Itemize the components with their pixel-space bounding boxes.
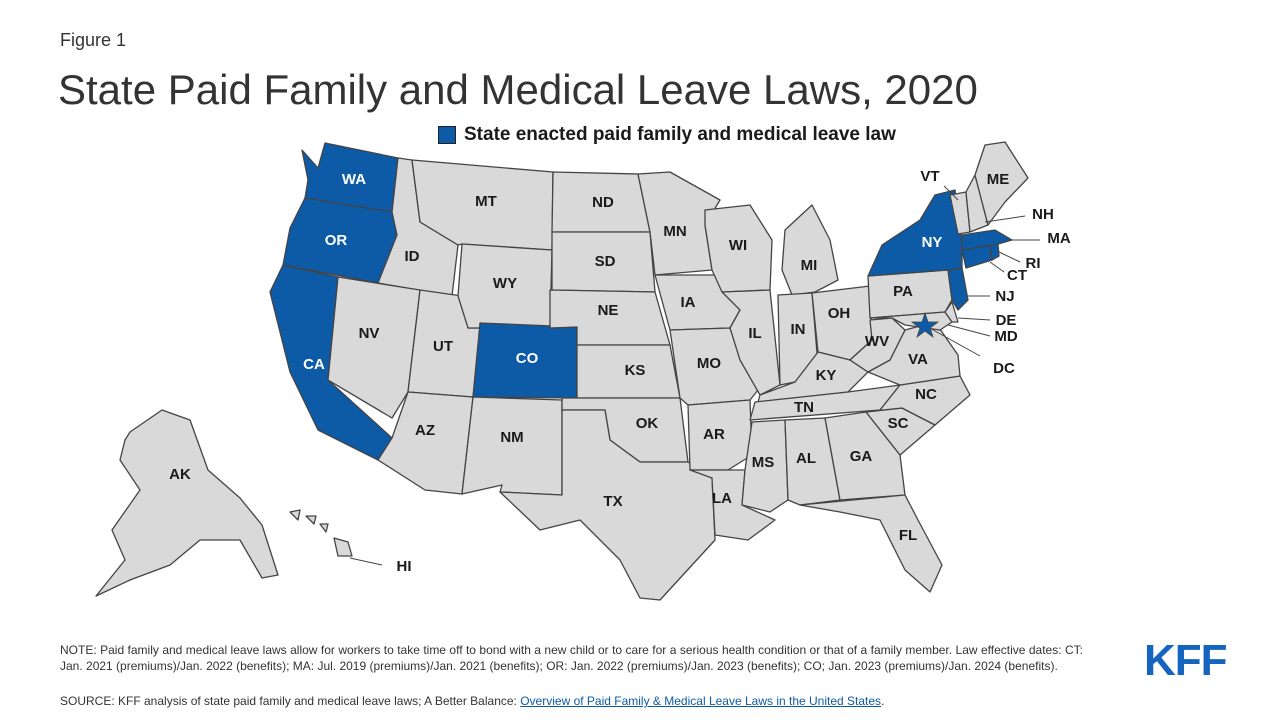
- label-tx: TX: [603, 493, 622, 510]
- label-nc: NC: [915, 386, 937, 403]
- label-fl: FL: [899, 527, 917, 544]
- label-ia: IA: [681, 294, 696, 311]
- label-ut: UT: [433, 338, 453, 355]
- label-dc: DC: [993, 360, 1015, 377]
- label-mo: MO: [697, 355, 721, 372]
- state-nm: [461, 396, 563, 496]
- state-me: [974, 141, 1029, 226]
- state-nv: [327, 276, 421, 419]
- label-wi: WI: [729, 237, 747, 254]
- label-id: ID: [405, 248, 420, 265]
- label-ms: MS: [752, 454, 775, 471]
- label-ca: CA: [303, 356, 325, 373]
- label-md: MD: [994, 328, 1017, 345]
- source-suffix: .: [881, 694, 885, 708]
- label-nj: NJ: [995, 288, 1014, 305]
- label-nh: NH: [1032, 206, 1054, 223]
- label-ri: RI: [1026, 255, 1041, 272]
- page-title: State Paid Family and Medical Leave Laws…: [58, 66, 978, 113]
- footnote: NOTE: Paid family and medical leave laws…: [60, 643, 1083, 673]
- state-labels: WA OR CA ID MT NV UT WY CO AZ NM ND SD N…: [169, 168, 1071, 575]
- state-il: [721, 289, 781, 396]
- label-nv: NV: [359, 325, 380, 342]
- leader-lines: [349, 185, 1040, 566]
- dc-star-icon: [910, 311, 940, 339]
- legend-swatch: [438, 126, 456, 144]
- label-de: DE: [996, 312, 1017, 329]
- label-in: IN: [791, 321, 806, 338]
- state-mi: [781, 204, 839, 296]
- legend-label: State enacted paid family and medical le…: [464, 124, 896, 145]
- label-ma: MA: [1047, 230, 1070, 247]
- label-nd: ND: [592, 194, 614, 211]
- label-vt: VT: [920, 168, 939, 185]
- label-me: ME: [987, 171, 1010, 188]
- label-mn: MN: [663, 223, 686, 240]
- state-ar: [687, 399, 753, 471]
- label-ne: NE: [598, 302, 619, 319]
- label-ok: OK: [636, 415, 659, 432]
- label-mi: MI: [801, 257, 818, 274]
- label-hi: HI: [397, 558, 412, 575]
- state-ga: [824, 411, 906, 501]
- label-al: AL: [796, 450, 816, 467]
- label-sd: SD: [595, 253, 616, 270]
- state-ri: [989, 243, 1000, 261]
- source-prefix: SOURCE: KFF analysis of state paid famil…: [60, 694, 521, 708]
- source-line: SOURCE: KFF analysis of state paid famil…: [60, 694, 884, 708]
- label-wy: WY: [493, 275, 517, 292]
- state-wv: [849, 317, 906, 373]
- state-ma: [961, 229, 1013, 251]
- label-oh: OH: [828, 305, 851, 322]
- source-link[interactable]: Overview of Paid Family & Medical Leave …: [520, 694, 882, 708]
- state-ak: [95, 409, 279, 597]
- state-de: [944, 301, 959, 323]
- label-ky: KY: [816, 367, 837, 384]
- label-mt: MT: [475, 193, 497, 210]
- label-wv: WV: [865, 333, 889, 350]
- map-legend: State enacted paid family and medical le…: [438, 124, 896, 146]
- label-tn: TN: [794, 399, 814, 416]
- label-ga: GA: [850, 448, 873, 465]
- label-or: OR: [325, 232, 348, 249]
- label-la: LA: [712, 490, 732, 507]
- state-fl: [799, 494, 943, 593]
- state-ny: [867, 189, 963, 277]
- label-ny: NY: [922, 234, 943, 251]
- label-va: VA: [908, 351, 928, 368]
- label-co: CO: [516, 350, 539, 367]
- kff-logo: KFF: [1144, 636, 1228, 685]
- state-tx: [499, 409, 716, 601]
- label-nm: NM: [500, 429, 523, 446]
- label-az: AZ: [415, 422, 435, 439]
- label-ak: AK: [169, 466, 191, 483]
- label-wa: WA: [342, 171, 366, 188]
- label-pa: PA: [893, 283, 913, 300]
- label-ks: KS: [625, 362, 646, 379]
- label-il: IL: [748, 325, 761, 342]
- label-sc: SC: [888, 415, 909, 432]
- label-ar: AR: [703, 426, 725, 443]
- label-ct: CT: [1007, 267, 1027, 284]
- state-hi: [289, 509, 353, 557]
- figure-label: Figure 1: [60, 30, 127, 50]
